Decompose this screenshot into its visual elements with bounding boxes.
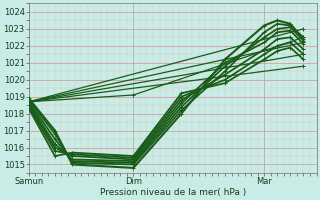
X-axis label: Pression niveau de la mer( hPa ): Pression niveau de la mer( hPa ) [100, 188, 246, 197]
